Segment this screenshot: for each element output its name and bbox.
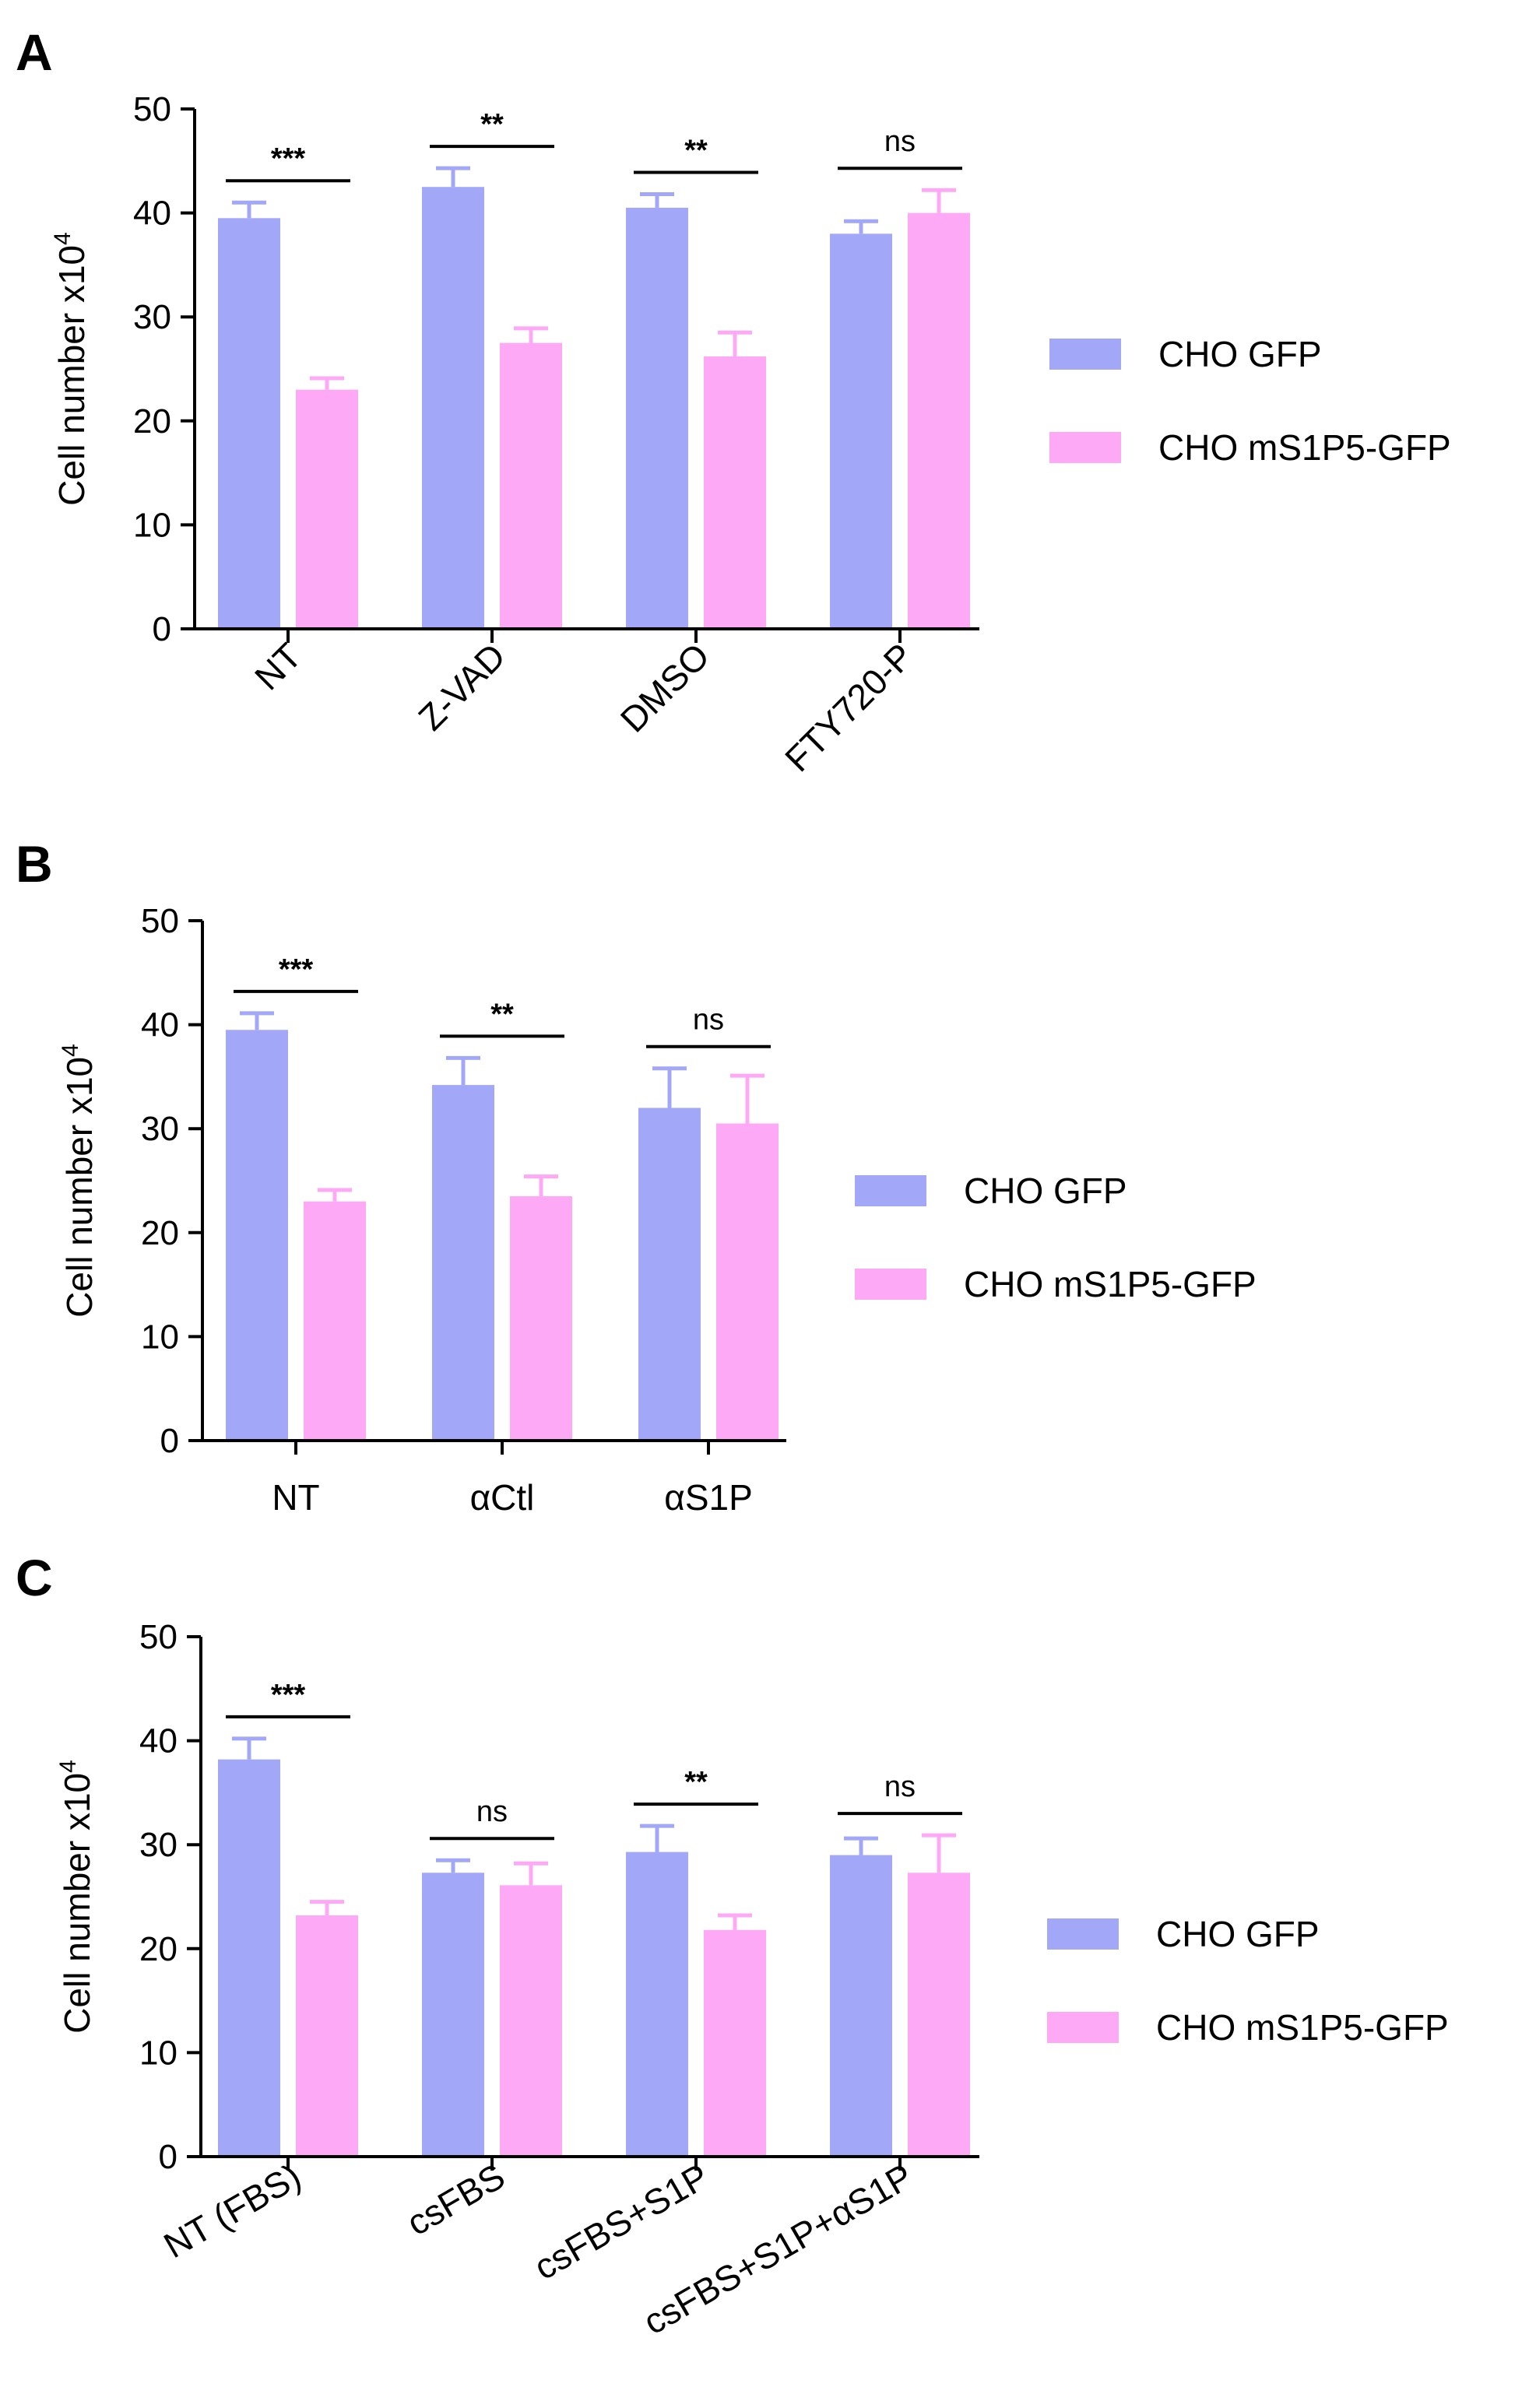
y-tick-label-4: 40	[139, 1722, 178, 1760]
y-tick-label-0: 0	[160, 1422, 179, 1460]
bar-cho-ms1p5-gfp-0	[296, 1915, 358, 2157]
legend-label-cho-gfp: CHO GFP	[964, 1171, 1127, 1211]
y-tick-label-0: 0	[153, 610, 171, 648]
significance-label-3: ns	[884, 1771, 916, 1803]
bar-cho-gfp-0	[226, 1030, 288, 1441]
panel-b: B *** NT ** αCtl ns αS1P 0 10 20 30 40 50 Cell number…	[16, 835, 1257, 1518]
y-tick-label-1: 10	[141, 1318, 179, 1356]
bar-cho-gfp-3	[830, 1855, 892, 2157]
legend-swatch-cho-gfp	[1049, 339, 1121, 370]
bar-cho-gfp-3	[830, 233, 892, 629]
bar-cho-gfp-2	[626, 1852, 688, 2157]
bar-cho-ms1p5-gfp-2	[704, 1929, 766, 2157]
bar-cho-ms1p5-gfp-2	[716, 1123, 779, 1441]
y-axis-label-text: Cell number x10	[59, 1057, 100, 1318]
significance-label-2: **	[684, 1766, 708, 1799]
y-axis-label-superscript: 4	[55, 1760, 81, 1773]
bar-cho-ms1p5-gfp-2	[704, 356, 766, 629]
legend-label-cho-gfp: CHO GFP	[1158, 334, 1322, 374]
legend-swatch-cho-ms1p5-gfp	[855, 1269, 926, 1300]
y-tick-label-2: 20	[139, 1930, 178, 1968]
category-label-0: NT	[272, 1477, 319, 1518]
bar-cho-ms1p5-gfp-1	[500, 342, 562, 629]
bar-cho-ms1p5-gfp-3	[908, 1873, 970, 2157]
bar-cho-gfp-0	[218, 1759, 280, 2157]
y-tick-label-3: 30	[141, 1110, 179, 1148]
bar-cho-gfp-0	[218, 218, 280, 629]
significance-label-0: ***	[271, 1679, 306, 1711]
y-tick-label-2: 20	[133, 402, 171, 441]
bar-cho-ms1p5-gfp-0	[304, 1201, 366, 1441]
y-axis-label-superscript: 4	[58, 1044, 83, 1057]
significance-label-0: ***	[279, 953, 314, 986]
legend-swatch-cho-gfp	[1047, 1918, 1119, 1950]
panel-letter: B	[16, 835, 53, 893]
bar-cho-gfp-2	[638, 1107, 701, 1441]
bar-cho-ms1p5-gfp-1	[510, 1196, 572, 1441]
significance-label-1: ns	[476, 1795, 508, 1828]
y-axis-label-text: Cell number x10	[57, 1773, 97, 2034]
y-tick-label-3: 30	[139, 1826, 178, 1864]
bar-cho-gfp-1	[422, 1873, 484, 2157]
y-tick-label-1: 10	[133, 506, 171, 544]
category-label-1: αCtl	[470, 1477, 535, 1518]
bar-cho-gfp-2	[626, 207, 688, 629]
y-axis-label: Cell number x104	[58, 1044, 100, 1318]
y-tick-label-5: 50	[139, 1618, 178, 1656]
panel-letter: A	[16, 23, 53, 81]
bar-cho-ms1p5-gfp-1	[500, 1885, 562, 2157]
legend-label-cho-ms1p5-gfp: CHO mS1P5-GFP	[964, 1264, 1257, 1304]
y-tick-label-2: 20	[141, 1214, 179, 1252]
legend-swatch-cho-ms1p5-gfp	[1049, 432, 1121, 463]
y-tick-label-5: 50	[133, 90, 171, 128]
significance-label-3: ns	[884, 125, 916, 158]
bar-cho-ms1p5-gfp-0	[296, 389, 358, 629]
significance-label-1: **	[490, 998, 514, 1030]
y-tick-label-5: 50	[141, 902, 179, 940]
y-tick-label-4: 40	[133, 195, 171, 233]
panel-letter: C	[16, 1549, 53, 1606]
bar-cho-gfp-1	[432, 1085, 494, 1441]
y-tick-label-4: 40	[141, 1006, 179, 1044]
bar-cho-gfp-1	[422, 187, 484, 629]
y-axis-label: Cell number x104	[55, 1760, 97, 2034]
legend-label-cho-ms1p5-gfp: CHO mS1P5-GFP	[1158, 427, 1451, 468]
significance-label-2: ns	[693, 1004, 724, 1037]
legend-label-cho-gfp: CHO GFP	[1156, 1914, 1320, 1954]
y-axis-label-superscript: 4	[50, 232, 76, 245]
significance-label-0: ***	[271, 142, 306, 175]
y-axis-label-text: Cell number x10	[51, 245, 92, 506]
y-tick-label-0: 0	[159, 2138, 178, 2176]
legend-label-cho-ms1p5-gfp: CHO mS1P5-GFP	[1156, 2007, 1449, 2048]
significance-label-2: **	[684, 135, 708, 167]
y-tick-label-3: 30	[133, 298, 171, 336]
legend-swatch-cho-gfp	[855, 1175, 926, 1206]
y-tick-label-1: 10	[139, 2034, 178, 2072]
y-axis-label: Cell number x104	[50, 232, 92, 506]
legend-swatch-cho-ms1p5-gfp	[1047, 2012, 1119, 2043]
category-label-2: αS1P	[664, 1477, 753, 1518]
bar-cho-ms1p5-gfp-3	[908, 212, 970, 630]
significance-label-1: **	[480, 108, 504, 141]
